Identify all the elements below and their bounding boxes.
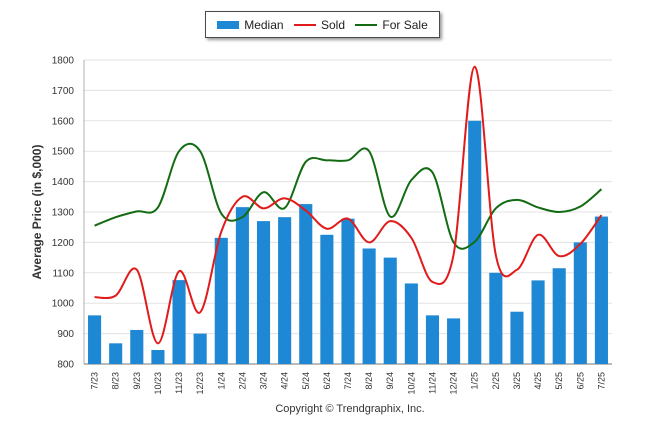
bar-median [404,283,418,364]
bar-median [383,257,397,364]
y-tick-label: 1800 [52,56,75,67]
x-tick-label: 9/24 [385,372,395,390]
legend-item-for-sale: For Sale [355,17,428,32]
bar-median [130,329,144,364]
chart-legend: Median Sold For Sale [205,11,440,38]
y-tick-label: 1400 [52,177,75,188]
y-tick-label: 1100 [52,268,74,279]
x-tick-label: 9/23 [132,372,142,390]
y-tick-label: 1200 [52,238,75,249]
x-tick-label: 3/25 [512,372,522,390]
bar-median [193,333,207,364]
bar-median [425,315,440,364]
legend-swatch-sold [293,23,316,26]
y-axis-title: Average Price (in $,000) [30,144,44,280]
legend-swatch-for-sale [355,23,378,26]
x-tick-label: 3/24 [259,372,269,390]
bar-median [109,343,123,364]
bar-median [531,280,545,364]
x-tick-label: 5/24 [301,372,311,390]
legend-label-sold: Sold [320,17,345,32]
line-for-sale [94,142,603,250]
copyright-text: Copyright © Trendgraphix, Inc. [275,403,425,415]
bar-median [594,216,608,364]
bar-median [362,248,376,364]
legend-item-sold: Sold [293,17,345,32]
legend-swatch-median [217,20,240,29]
x-tick-label: 12/23 [195,372,205,395]
bar-median [510,311,524,364]
bar-median [256,221,271,364]
x-tick-label: 11/23 [174,372,184,394]
y-tick-label: 1500 [52,147,75,158]
bar-median [151,350,165,364]
bar-median [320,234,334,364]
y-tick-label: 1700 [52,86,75,97]
x-tick-label: 5/25 [554,372,564,390]
y-tick-label: 1300 [52,208,75,219]
x-tick-label: 8/24 [364,372,374,390]
x-tick-label: 1/24 [216,372,226,390]
bar-median [489,272,503,364]
x-tick-label: 2/25 [491,372,501,390]
x-tick-label: 6/25 [575,372,585,390]
y-tick-label: 900 [57,329,74,340]
x-tick-label: 7/23 [90,372,100,390]
y-tick-label: 800 [57,360,74,371]
bar-median [278,217,292,364]
x-tick-label: 1/25 [470,372,480,390]
x-tick-label: 7/25 [596,372,606,390]
legend-label-for-sale: For Sale [382,17,428,32]
x-tick-label: 10/23 [153,372,163,395]
bar-median [88,315,102,364]
bar-median [235,207,249,364]
bar-median [447,318,461,364]
line-sold [94,65,603,345]
x-tick-label: 7/24 [343,372,353,390]
bar-median [341,218,355,364]
x-tick-label: 8/23 [111,372,121,390]
x-tick-label: 4/24 [280,372,290,390]
x-tick-label: 11/24 [427,372,437,394]
legend-label-median: Median [244,17,284,32]
bar-median [214,237,228,364]
bar-median [552,268,566,364]
x-tick-label: 6/24 [322,372,332,390]
x-tick-label: 2/24 [237,372,247,390]
legend-item-median: Median [217,17,284,32]
bar-median [299,204,313,364]
y-tick-label: 1600 [52,116,75,127]
x-tick-label: 12/24 [449,372,459,395]
y-tick-label: 1000 [52,299,75,310]
x-tick-label: 10/24 [406,372,416,395]
bar-median [172,280,186,364]
bar-median [573,242,587,364]
x-tick-label: 4/25 [533,372,543,390]
